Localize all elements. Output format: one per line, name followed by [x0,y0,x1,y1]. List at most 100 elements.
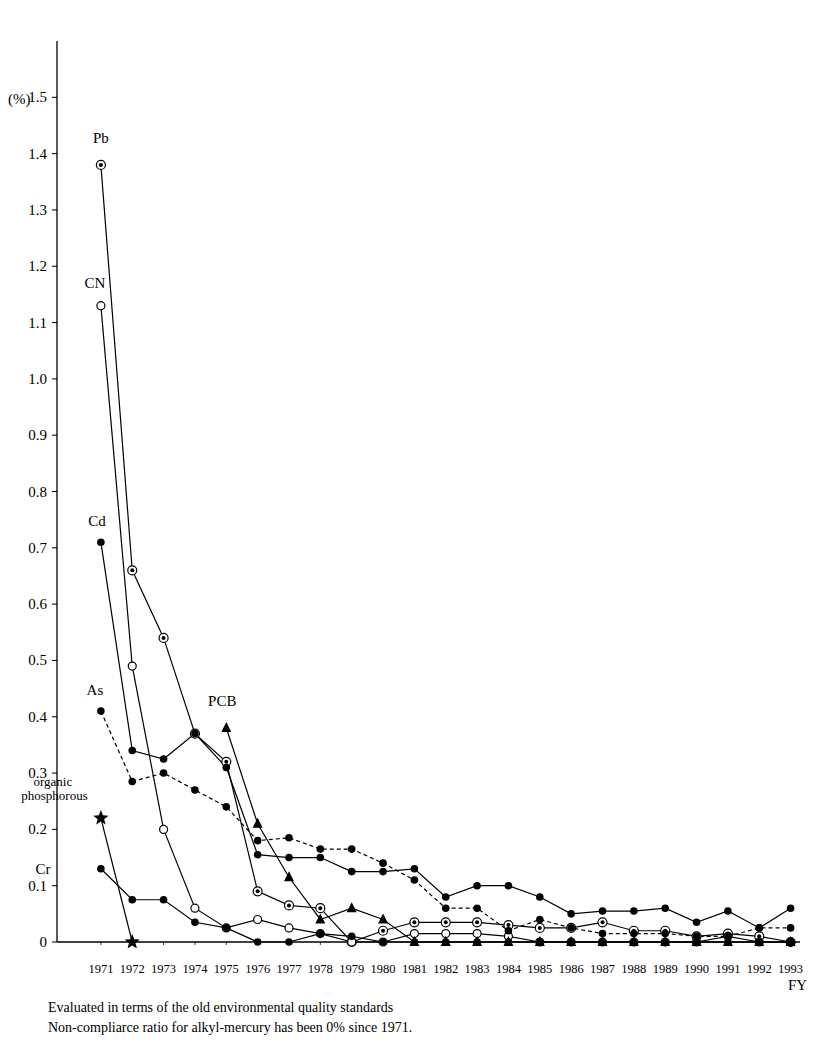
marker-ring [379,926,388,935]
marker-filled-circle [505,927,513,935]
x-tick [100,942,101,945]
y-tick [52,378,57,379]
marker-filled-circle [285,938,293,946]
x-tick-label: 1988 [621,962,646,976]
series-line [101,711,791,936]
series-line [101,818,132,942]
marker-filled-circle [254,938,262,946]
x-tick-label: 1971 [88,962,113,976]
marker-filled-circle [379,859,387,867]
marker-filled-circle [755,924,763,932]
x-tick-label: 1983 [465,962,490,976]
x-tick-label: 1973 [151,962,176,976]
x-tick-label: 1987 [590,962,615,976]
chart-container: 00.10.20.30.40.50.60.70.80.91.01.11.21.3… [0,0,820,1051]
y-tick-label: 0.7 [28,540,47,556]
y-tick [52,322,57,323]
x-tick-label: 1976 [245,962,270,976]
marker-dot [256,889,260,893]
marker-ring [473,918,482,927]
x-tick [163,942,164,945]
marker-dot [444,920,448,924]
x-tick-label: 1979 [339,962,364,976]
y-tick [52,97,57,98]
marker-circle-dot [253,887,262,896]
marker-ring [128,566,137,575]
marker-triangle [692,936,702,946]
y-tick [52,547,57,548]
marker-filled-circle [473,938,481,946]
marker-filled-circle [724,907,732,915]
x-tick-label: 1972 [120,962,145,976]
marker-dot [162,636,166,640]
marker-circle-dot [535,923,544,932]
marker-ring [535,923,544,932]
marker-filled-circle [505,882,513,890]
marker-filled-circle [254,851,262,859]
marker-triangle [284,871,294,881]
marker-triangle [315,913,325,923]
marker-triangle [409,936,419,946]
marker-dot [475,920,479,924]
series-label: PCB [208,693,236,709]
marker-triangle [347,902,357,912]
marker-filled-circle [160,896,168,904]
y-tick [52,209,57,210]
marker-filled-circle [379,868,387,876]
x-tick-label: 1975 [214,962,239,976]
marker-circle-dot [96,160,105,169]
y-tick-label: 1.5 [28,89,47,105]
marker-filled-circle [128,778,136,786]
marker-filled-circle [191,786,199,794]
marker-triangle [221,722,231,732]
marker-circle-dot [128,566,137,575]
series-label-line: phosphorous [18,788,88,803]
marker-triangle [472,936,482,946]
marker-filled-circle [222,924,230,932]
marker-ring [190,729,199,738]
marker-ring [410,918,419,927]
marker-filled-circle [536,938,544,946]
y-tick-label: 1.0 [28,371,47,387]
x-tick [226,942,227,945]
marker-filled-circle [222,764,230,772]
marker-filled-circle [128,896,136,904]
y-tick-label: 1.4 [28,146,47,162]
marker-open-circle [222,924,230,932]
x-tick-label: 1990 [684,962,709,976]
marker-open-circle [316,930,324,938]
marker-ring [316,904,325,913]
marker-circle-dot [473,918,482,927]
marker-filled-circle [755,938,763,946]
series-label-line: organic [34,774,73,789]
marker-filled-circle [567,938,575,946]
marker-filled-circle [317,854,325,862]
marker-open-circle [285,924,293,932]
series-label: As [87,682,104,698]
marker-filled-circle [787,904,795,912]
y-tick [52,942,57,943]
x-tick-label: 1981 [402,962,427,976]
y-tick [52,829,57,830]
series-label: CN [84,275,105,291]
marker-filled-circle [411,865,419,873]
marker-star [125,934,140,948]
marker-filled-circle [317,845,325,853]
marker-filled-circle [755,924,763,932]
chart-svg: 00.10.20.30.40.50.60.70.80.91.01.11.21.3… [0,0,820,1051]
series-line [101,542,791,928]
marker-filled-circle [379,938,387,946]
marker-open-circle [128,662,136,670]
series-line [101,869,791,942]
marker-filled-circle [661,938,669,946]
marker-circle-dot [567,923,576,932]
marker-filled-circle [536,893,544,901]
marker-dot [99,163,103,167]
marker-filled-circle [630,907,638,915]
marker-filled-circle [787,938,795,946]
marker-open-circle [160,825,168,833]
marker-ring [567,923,576,932]
x-tick-label: 1980 [371,962,396,976]
marker-filled-circle [693,938,701,946]
axes: 00.10.20.30.40.50.60.70.80.91.01.11.21.3… [28,41,803,976]
